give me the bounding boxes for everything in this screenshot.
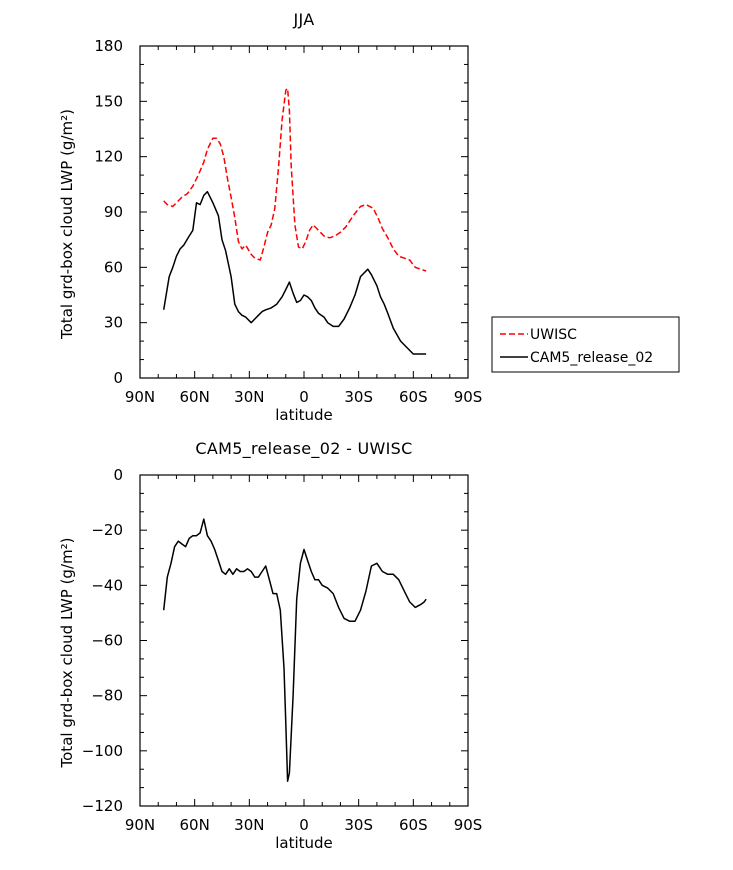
y-tick-label: 180 bbox=[94, 37, 123, 55]
x-axis-label: latitude bbox=[275, 406, 333, 424]
y-axis-label: Total grd-box cloud LWP (g/m²) bbox=[58, 538, 76, 769]
panel-difference-lwp: 90N 60N 30N 0 30S 60S 90S −120 −100 −80 −60 −40 −20 0… bbox=[58, 439, 482, 852]
x-axis-label: latitude bbox=[275, 834, 333, 852]
plot-title: JJA bbox=[292, 10, 314, 29]
x-tick-label: 30S bbox=[344, 816, 373, 834]
x-tick-label: 0 bbox=[299, 816, 309, 834]
series-line-0-0 bbox=[163, 87, 427, 272]
x-tick-label: 30S bbox=[344, 388, 373, 406]
y-tick-label: 60 bbox=[104, 258, 123, 276]
y-tick-label: 120 bbox=[94, 148, 123, 166]
plot-title: CAM5_release_02 - UWISC bbox=[195, 439, 412, 459]
legend: UWISC CAM5_release_02 bbox=[491, 316, 680, 373]
x-tick-label: 0 bbox=[299, 388, 309, 406]
x-tick-label: 90S bbox=[454, 816, 483, 834]
x-tick-label: 60N bbox=[180, 388, 210, 406]
series-line-0-1 bbox=[162, 190, 427, 355]
y-axis-label: Total grd-box cloud LWP (g/m²) bbox=[58, 109, 76, 340]
y-tick-label: 150 bbox=[94, 92, 123, 110]
y-tick-label: 90 bbox=[104, 203, 123, 221]
y-tick-label: −20 bbox=[91, 521, 123, 539]
y-tick-label: 30 bbox=[104, 314, 123, 332]
y-tick-label: −120 bbox=[82, 797, 123, 815]
x-tick-label: 30N bbox=[234, 388, 264, 406]
panel-mean-lwp: 90N 60N 30N 0 30S 60S 90S 0 30 60 90 120 150 180 JJA la… bbox=[58, 10, 482, 424]
legend-box bbox=[491, 316, 680, 373]
legend-label-uwisc: UWISC bbox=[530, 327, 577, 343]
x-tick-label: 90N bbox=[125, 388, 155, 406]
y-tick-label: −100 bbox=[82, 742, 123, 760]
y-tick-label: 0 bbox=[113, 369, 123, 387]
x-tick-label: 60S bbox=[399, 816, 428, 834]
series-line-1-0 bbox=[162, 518, 427, 782]
plot-frame bbox=[139, 474, 469, 807]
x-tick-label: 60N bbox=[180, 816, 210, 834]
y-tick-label: −40 bbox=[91, 576, 123, 594]
x-tick-label: 90N bbox=[125, 816, 155, 834]
y-tick-label: −80 bbox=[91, 687, 123, 705]
y-tick-label: 0 bbox=[113, 466, 123, 484]
x-tick-label: 60S bbox=[399, 388, 428, 406]
x-tick-label: 90S bbox=[454, 388, 483, 406]
y-tick-label: −60 bbox=[91, 632, 123, 650]
plot-frame bbox=[139, 45, 469, 379]
legend-label-cam5: CAM5_release_02 bbox=[530, 350, 653, 366]
x-tick-label: 30N bbox=[234, 816, 264, 834]
